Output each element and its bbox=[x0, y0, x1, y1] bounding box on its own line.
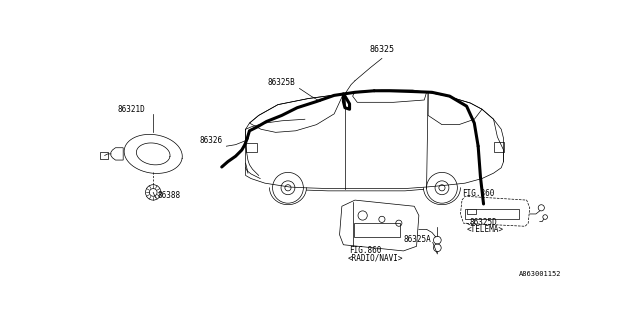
FancyBboxPatch shape bbox=[493, 141, 504, 152]
Text: FIG.860: FIG.860 bbox=[349, 246, 382, 255]
Text: <RADIO/NAVI>: <RADIO/NAVI> bbox=[348, 254, 403, 263]
FancyBboxPatch shape bbox=[100, 152, 108, 159]
Text: 86325D: 86325D bbox=[470, 218, 497, 227]
Text: 86325: 86325 bbox=[369, 45, 394, 54]
Text: A863001152: A863001152 bbox=[519, 271, 561, 276]
Text: 86325B: 86325B bbox=[268, 77, 296, 87]
Text: 86321D: 86321D bbox=[118, 105, 145, 114]
Text: 86326: 86326 bbox=[200, 136, 223, 145]
FancyBboxPatch shape bbox=[465, 209, 519, 219]
Text: FIG.860: FIG.860 bbox=[462, 189, 494, 198]
FancyBboxPatch shape bbox=[246, 143, 257, 152]
Text: 86388: 86388 bbox=[157, 191, 180, 200]
Text: 86325A: 86325A bbox=[403, 236, 431, 244]
FancyBboxPatch shape bbox=[354, 223, 401, 237]
Text: <TELEMA>: <TELEMA> bbox=[467, 225, 504, 235]
FancyBboxPatch shape bbox=[467, 209, 476, 214]
